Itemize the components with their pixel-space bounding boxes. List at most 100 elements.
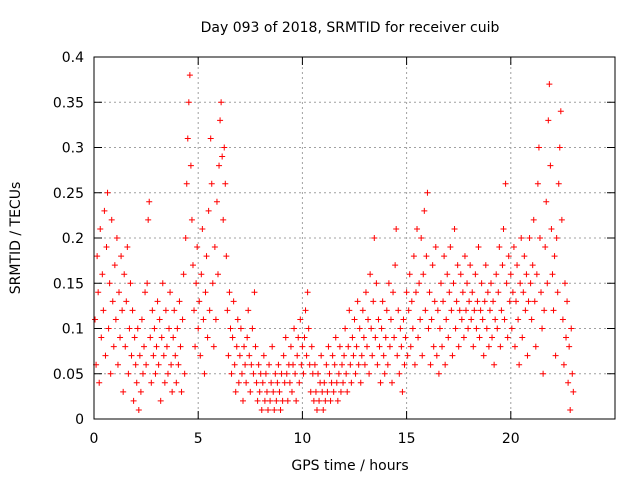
data-point [455, 343, 462, 350]
data-point [107, 370, 114, 377]
data-point [526, 235, 533, 241]
data-point [492, 316, 499, 323]
data-point [301, 334, 308, 341]
data-point [181, 370, 188, 377]
data-point [488, 280, 495, 287]
data-point [496, 244, 503, 251]
data-point [118, 253, 125, 260]
data-point [290, 361, 297, 368]
data-point [120, 388, 127, 395]
data-point [199, 225, 206, 232]
data-point [191, 307, 198, 314]
data-point [231, 361, 238, 368]
data-point [247, 388, 254, 395]
data-point [483, 325, 490, 332]
data-point [124, 244, 131, 251]
data-point [228, 370, 235, 377]
x-tick-label: 0 [90, 431, 99, 447]
data-point [366, 370, 373, 377]
data-point [121, 271, 128, 278]
data-point [338, 361, 345, 368]
data-point [466, 298, 473, 305]
y-tick-label: 0.3 [62, 141, 84, 157]
data-point [98, 334, 105, 341]
data-point [531, 298, 538, 305]
data-point [364, 343, 371, 350]
data-point [183, 180, 190, 187]
data-point [481, 298, 488, 305]
data-point [308, 343, 315, 350]
data-point [130, 397, 137, 404]
data-point [133, 379, 140, 386]
data-point [335, 370, 342, 377]
data-point [278, 370, 285, 377]
data-point [498, 307, 505, 314]
data-point [546, 81, 553, 88]
data-point [94, 253, 101, 260]
data-point [252, 343, 259, 350]
data-point [399, 388, 406, 395]
data-point [142, 289, 149, 296]
data-point [196, 298, 203, 305]
data-point [343, 370, 350, 377]
data-point [298, 361, 305, 368]
data-point [564, 298, 571, 305]
data-point [92, 316, 99, 323]
data-point [357, 379, 364, 386]
data-point [148, 379, 155, 386]
data-point [495, 289, 502, 296]
data-point [189, 262, 196, 269]
data-point [434, 307, 441, 314]
data-point [408, 298, 415, 305]
data-point [441, 253, 448, 260]
data-point [521, 253, 528, 260]
data-point [104, 189, 111, 196]
data-point [451, 225, 458, 232]
data-point [100, 307, 107, 314]
data-point [565, 379, 572, 386]
data-point [128, 352, 135, 359]
data-point [243, 379, 250, 386]
data-point [151, 325, 158, 332]
data-point [376, 343, 383, 350]
data-point [112, 316, 119, 323]
data-point [209, 280, 216, 287]
data-point [251, 289, 258, 296]
data-point [144, 280, 151, 287]
data-point [557, 108, 564, 115]
data-point [501, 316, 508, 323]
data-point [396, 370, 403, 377]
data-point [150, 352, 157, 359]
data-point [380, 352, 387, 359]
data-point [325, 343, 332, 350]
data-point [256, 388, 263, 395]
data-point [560, 361, 567, 368]
data-point [549, 271, 556, 278]
data-point [143, 361, 150, 368]
data-point [349, 334, 356, 341]
data-point [519, 334, 526, 341]
data-point [292, 370, 299, 377]
data-point [266, 361, 273, 368]
data-point [139, 370, 146, 377]
y-tick-label: 0.2 [62, 231, 84, 247]
data-point [382, 334, 389, 341]
data-point [177, 343, 184, 350]
data-point [213, 198, 220, 205]
data-point [238, 370, 245, 377]
data-point [204, 334, 211, 341]
data-point [193, 280, 200, 287]
data-point [482, 262, 489, 269]
data-point [551, 253, 558, 260]
data-point [293, 397, 300, 404]
data-point [297, 316, 304, 323]
data-point [508, 325, 515, 332]
data-point [319, 388, 326, 395]
data-point [348, 379, 355, 386]
data-point [163, 343, 170, 350]
data-point [322, 397, 329, 404]
data-point [491, 361, 498, 368]
data-point [134, 325, 141, 332]
data-point [541, 307, 548, 314]
data-point [211, 244, 218, 251]
